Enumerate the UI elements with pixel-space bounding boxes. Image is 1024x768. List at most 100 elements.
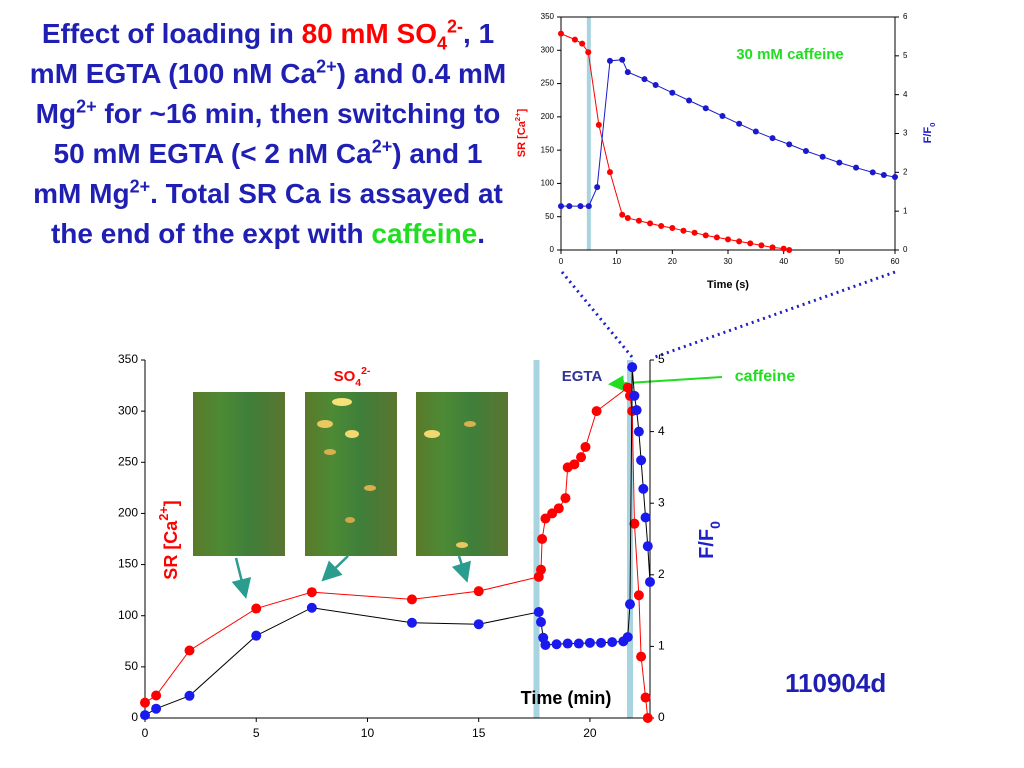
data-point [786, 247, 793, 253]
zoom-line [560, 271, 634, 358]
data-point [769, 135, 776, 142]
data-point [585, 49, 592, 56]
y2-tick-label: 6 [903, 12, 908, 21]
data-point [786, 141, 793, 148]
data-point [595, 121, 602, 128]
data-point [535, 564, 546, 575]
y2-axis-label-part: F/F [922, 127, 934, 144]
data-point [619, 56, 626, 63]
data-point [645, 576, 655, 587]
title-part: . Total SR Ca is assayed at the end of t… [50, 178, 503, 249]
y2-tick-label: 1 [658, 639, 665, 653]
data-point [151, 690, 162, 701]
data-point [641, 76, 648, 83]
title-part: . [477, 218, 486, 249]
title-part: 4 [437, 33, 448, 54]
y-tick-label: 300 [541, 45, 555, 54]
y-tick-label: 100 [118, 608, 138, 622]
spark [464, 421, 476, 427]
x-tick-label: 30 [724, 257, 733, 266]
data-point [569, 459, 580, 470]
title-part: 2+ [76, 96, 97, 117]
y-axis-label-part: SR [Ca [161, 520, 181, 580]
y2-tick-label: 5 [903, 51, 908, 60]
data-point [752, 128, 759, 135]
data-point [747, 240, 754, 247]
data-point [622, 382, 633, 393]
annotation: EGTA [562, 368, 603, 385]
data-point [251, 630, 262, 641]
y2-tick-label: 4 [658, 424, 665, 438]
data-point [802, 147, 809, 154]
shaded-band [533, 360, 540, 718]
data-point [553, 503, 564, 514]
data-point [473, 586, 484, 597]
y2-tick-label: 0 [903, 245, 908, 254]
data-point [680, 227, 687, 234]
annotation-part: 30 mM caffeine [736, 46, 844, 63]
data-point [624, 69, 631, 76]
data-point [624, 599, 635, 610]
y-tick-label: 250 [118, 454, 138, 468]
y-tick-label: 350 [118, 352, 138, 366]
data-point [560, 493, 571, 504]
x-tick-label: 5 [253, 726, 260, 740]
x-tick-label: 60 [891, 257, 900, 266]
data-point [540, 639, 551, 650]
experiment-id: 110904d [785, 668, 887, 698]
data-point [627, 362, 638, 373]
y-tick-label: 0 [131, 710, 138, 724]
data-point [669, 89, 676, 96]
spark [345, 430, 359, 438]
y-axis-label: SR [Ca2+] [513, 108, 528, 157]
data-point [686, 97, 693, 104]
data-point [140, 697, 150, 708]
data-point [558, 203, 564, 210]
data-point [869, 169, 876, 176]
y2-axis-label-part: 0 [928, 123, 937, 127]
data-point [736, 238, 743, 245]
spark [424, 430, 440, 438]
data-point [853, 164, 860, 171]
annotation-part: EGTA [562, 368, 603, 385]
data-point [636, 651, 647, 662]
y2-tick-label: 3 [658, 495, 665, 509]
y2-tick-label: 3 [903, 129, 908, 138]
data-point [642, 713, 653, 723]
data-point [585, 203, 592, 210]
y2-axis-label: F/F0 [922, 123, 937, 144]
data-point [622, 632, 633, 643]
data-point [780, 245, 787, 252]
x-tick-label: 0 [559, 257, 564, 266]
data-point [619, 211, 626, 218]
data-point [725, 236, 731, 243]
title-part: 2+ [316, 56, 337, 77]
annotation-part: caffeine [735, 368, 796, 385]
data-point [576, 452, 587, 463]
y2-tick-label: 1 [903, 206, 908, 215]
spark [324, 449, 336, 455]
x-tick-label: 0 [142, 726, 149, 740]
data-point [596, 637, 607, 648]
data-point [406, 617, 417, 628]
title-part: for ~16 min, then switching to 50 mM EGT… [53, 98, 501, 169]
data-point [647, 220, 654, 227]
y-tick-label: 250 [541, 79, 555, 88]
x-tick-label: 40 [779, 257, 788, 266]
data-point [642, 541, 653, 552]
data-point [669, 225, 676, 232]
data-point [571, 36, 578, 43]
annotation-part: 4 [355, 377, 361, 389]
y-tick-label: 100 [541, 179, 555, 188]
data-point [606, 57, 613, 64]
data-point [562, 638, 573, 649]
data-point [629, 518, 640, 529]
linescan-image [193, 392, 285, 556]
y-tick-label: 50 [545, 212, 554, 221]
spark [364, 485, 376, 491]
y-tick-label: 350 [541, 12, 555, 21]
title-part: ) and 1 mM Mg [33, 138, 483, 209]
x-tick-label: 20 [583, 726, 597, 740]
data-point [702, 232, 709, 239]
arrow [231, 557, 252, 599]
